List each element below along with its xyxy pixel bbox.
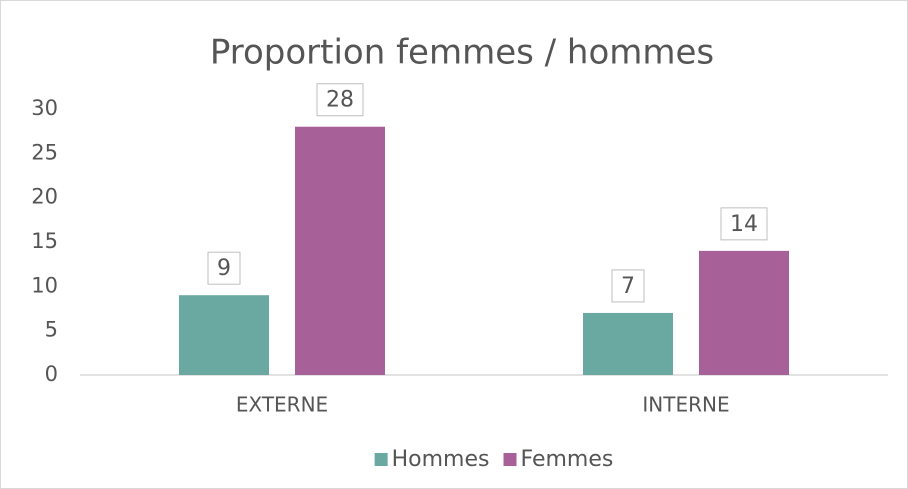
- y-tick-label: 15: [31, 229, 58, 253]
- y-tick-label: 0: [45, 362, 58, 386]
- bar: [295, 126, 385, 375]
- data-label-box: [316, 83, 364, 117]
- legend-label: Hommes: [392, 447, 490, 472]
- bar: [583, 312, 673, 375]
- y-tick-label: 10: [31, 273, 58, 297]
- legend-label: Femmes: [521, 447, 614, 472]
- x-tick-label: INTERNE: [642, 393, 729, 417]
- data-label-box: [611, 269, 645, 303]
- legend-swatch: [374, 453, 388, 466]
- bar: [179, 295, 269, 375]
- x-tick-label: EXTERNE: [236, 393, 328, 417]
- chart-title: Proportion femmes / hommes: [210, 33, 714, 73]
- y-tick-label: 20: [31, 185, 58, 209]
- y-tick-label: 30: [31, 96, 58, 120]
- data-label-box: [720, 207, 768, 241]
- data-label: 28: [326, 88, 354, 113]
- y-tick-label: 25: [31, 140, 58, 164]
- data-label-box: [207, 251, 241, 285]
- data-label: 9: [217, 256, 231, 281]
- data-label: 14: [730, 212, 758, 237]
- bar: [699, 250, 789, 375]
- y-tick-label: 5: [45, 318, 58, 342]
- legend-swatch: [503, 453, 517, 466]
- data-label: 7: [621, 274, 635, 299]
